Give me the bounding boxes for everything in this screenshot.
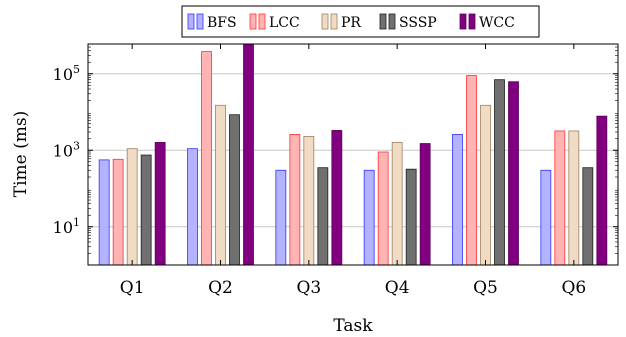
bar-sssp-q5 — [494, 79, 505, 266]
legend-swatch — [468, 13, 476, 30]
bar-wcc-q5 — [508, 81, 519, 266]
x-tick-label: Q3 — [296, 278, 321, 298]
bar-wcc-q3 — [331, 130, 343, 266]
bar-lcc-q5 — [466, 75, 477, 266]
legend-label: SSSP — [399, 15, 437, 31]
y-tick-label: 105 — [53, 63, 80, 84]
bar-bfs-q6 — [540, 169, 552, 266]
bar-pr-q5 — [480, 104, 491, 266]
bar-wcc-q2 — [243, 43, 254, 266]
bars — [98, 43, 608, 266]
y-tick-label: 103 — [53, 139, 80, 160]
bar-wcc-q4 — [419, 143, 431, 266]
bar-bfs-q5 — [452, 133, 463, 266]
bar-wcc-q6 — [596, 115, 608, 266]
legend-item-bfs: BFS — [187, 13, 237, 31]
bar-lcc-q4 — [377, 151, 389, 266]
x-tick-label: Q2 — [208, 278, 233, 298]
bar-bfs-q1 — [98, 159, 110, 266]
bar-pr-q6 — [568, 130, 580, 266]
plot-frame — [87, 43, 619, 266]
bar-pr-q2 — [215, 104, 226, 266]
bar-pr-q1 — [126, 148, 138, 266]
legend-swatch — [379, 13, 387, 30]
x-tick-label: Q5 — [473, 278, 498, 298]
legend-swatch — [330, 13, 338, 30]
bar-pr-q4 — [391, 142, 403, 266]
bar-bfs-q4 — [363, 169, 375, 266]
y-tick-label: 101 — [53, 216, 80, 237]
bar-sssp-q4 — [405, 168, 417, 266]
bar-sssp-q2 — [229, 114, 240, 266]
legend-swatch — [196, 13, 204, 30]
bar-sssp-q3 — [317, 167, 329, 266]
x-axis-label: Task — [333, 316, 373, 336]
bar-wcc-q1 — [154, 142, 166, 266]
legend-label: PR — [341, 15, 361, 31]
x-axis: Q1 Q2 Q3 Q4 Q5 Q6 — [120, 44, 586, 298]
bar-sssp-q1 — [140, 154, 152, 266]
legend-swatch — [187, 13, 195, 30]
legend-box — [181, 5, 540, 38]
legend-swatch — [321, 13, 329, 30]
legend-swatch — [258, 13, 266, 30]
legend-item-sssp: SSSP — [379, 13, 437, 31]
legend-label: LCC — [269, 15, 300, 31]
bar-bfs-q2 — [187, 148, 198, 266]
legend-item-pr: PR — [321, 13, 361, 31]
y-axis-label: Time (ms) — [11, 111, 31, 197]
x-tick-label: Q4 — [385, 278, 410, 298]
bar-lcc-q1 — [112, 158, 124, 266]
legend-swatch — [249, 13, 257, 30]
bar-bfs-q3 — [275, 169, 287, 266]
legend-item-wcc: WCC — [459, 13, 515, 31]
bar-lcc-q3 — [289, 133, 301, 266]
legend-swatch — [459, 13, 467, 30]
legend-swatch — [388, 13, 396, 30]
x-tick-label: Q6 — [561, 278, 586, 298]
bar-pr-q3 — [303, 136, 315, 266]
legend-label: BFS — [207, 15, 237, 31]
bar-lcc-q2 — [201, 51, 212, 266]
bar-sssp-q6 — [582, 167, 594, 266]
y-axis: 101 103 105 — [53, 43, 618, 254]
bar-lcc-q6 — [554, 130, 566, 266]
legend-label: WCC — [479, 15, 515, 31]
legend-item-lcc: LCC — [249, 13, 300, 31]
legend: BFS LCC PR SSSP WCC — [181, 5, 540, 38]
x-tick-label: Q1 — [120, 278, 145, 298]
grid-lines — [88, 73, 618, 228]
